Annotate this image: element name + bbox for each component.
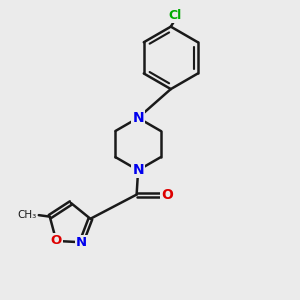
Text: N: N (132, 111, 144, 125)
Text: N: N (132, 163, 144, 177)
Text: O: O (51, 234, 62, 248)
Text: CH₃: CH₃ (17, 210, 37, 220)
Text: N: N (76, 236, 87, 249)
Text: O: O (161, 188, 173, 202)
Text: Cl: Cl (169, 9, 182, 22)
